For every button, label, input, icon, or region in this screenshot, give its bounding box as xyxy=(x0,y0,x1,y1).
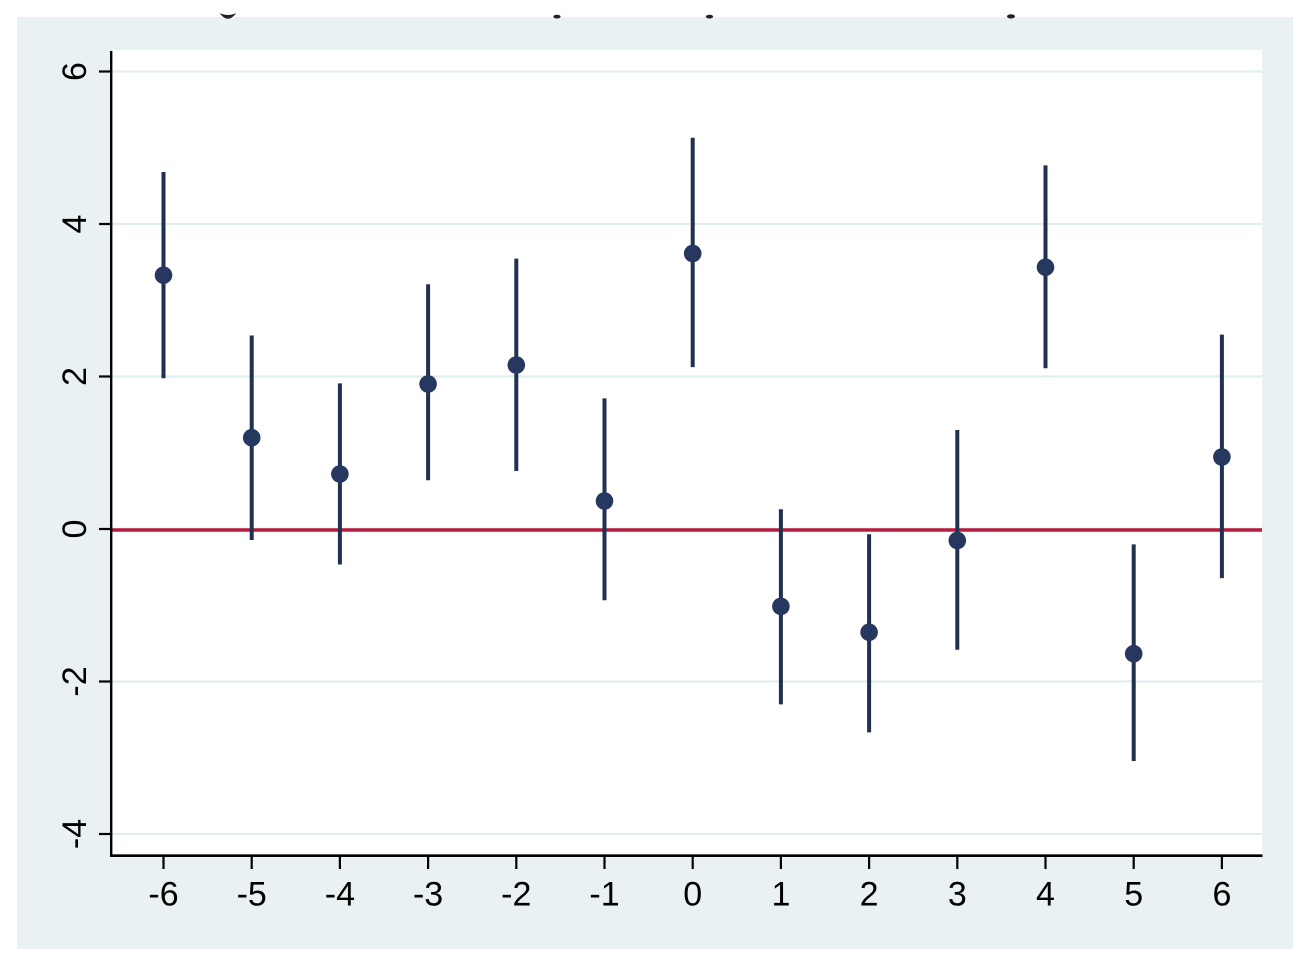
svg-text:-2: -2 xyxy=(501,876,531,914)
svg-text:0: 0 xyxy=(56,520,94,539)
svg-text:-6: -6 xyxy=(148,876,178,914)
svg-text:3: 3 xyxy=(948,876,967,914)
svg-text:-5: -5 xyxy=(237,876,267,914)
svg-text:-4: -4 xyxy=(56,819,94,849)
svg-text:-1: -1 xyxy=(589,876,619,914)
svg-text:5: 5 xyxy=(1124,876,1143,914)
svg-text:-2: -2 xyxy=(56,666,94,696)
svg-text:0: 0 xyxy=(683,876,702,914)
svg-text:-4: -4 xyxy=(325,876,355,914)
svg-text:2: 2 xyxy=(860,876,879,914)
svg-text:4: 4 xyxy=(56,215,94,234)
svg-text:-3: -3 xyxy=(413,876,443,914)
svg-text:6: 6 xyxy=(1212,876,1231,914)
svg-text:4: 4 xyxy=(1036,876,1055,914)
svg-text:6: 6 xyxy=(56,62,94,81)
svg-text:1: 1 xyxy=(771,876,790,914)
svg-text:2: 2 xyxy=(56,367,94,386)
